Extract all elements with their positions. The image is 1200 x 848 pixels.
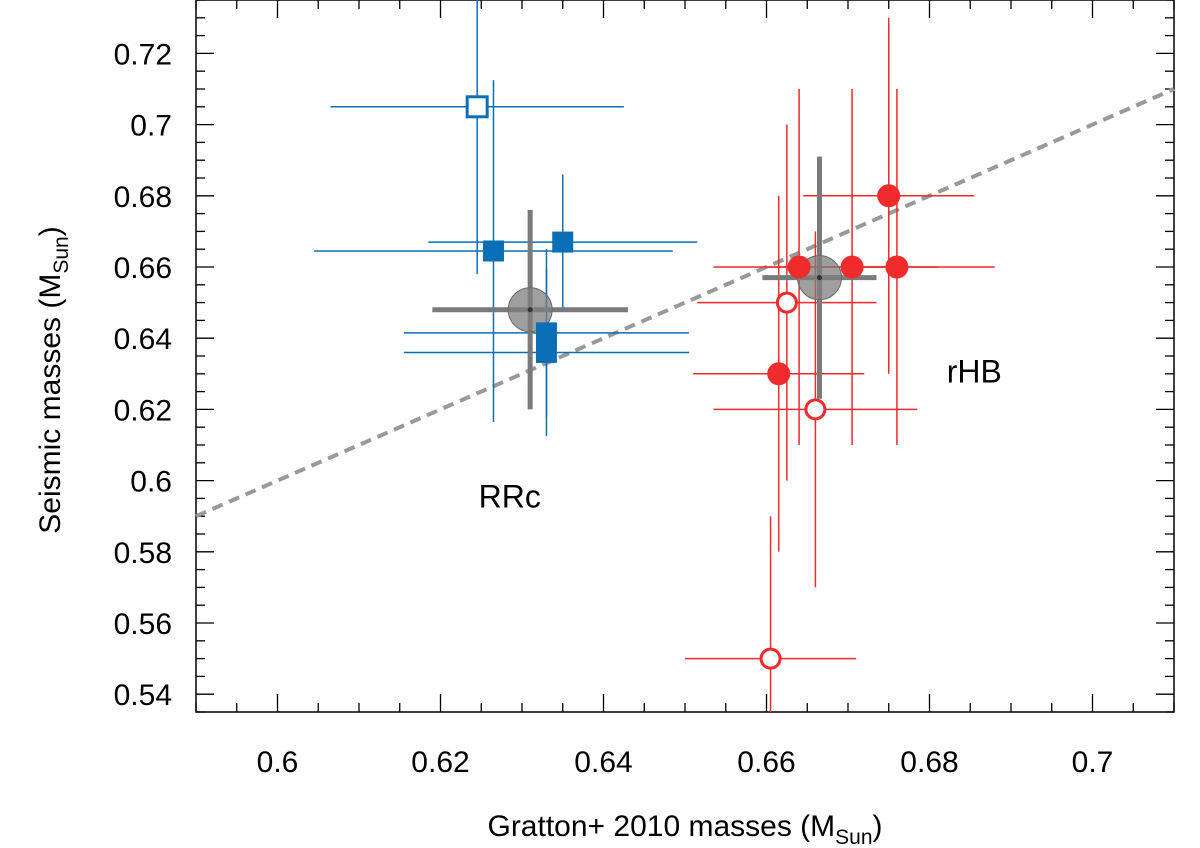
rrc-point xyxy=(535,341,557,363)
x-tick-label: 0.7 xyxy=(1072,746,1114,779)
mean-point-center xyxy=(527,307,533,313)
y-axis-title-close: ) xyxy=(34,226,67,236)
group-label-rrc: RRc xyxy=(479,478,541,514)
x-axis-title: Gratton+ 2010 masses (MSun) xyxy=(487,810,882,848)
rhb-point-open xyxy=(759,647,782,670)
rhb-point xyxy=(877,184,901,208)
group-label-rhb: rHB xyxy=(947,354,1002,390)
rhb-point-open xyxy=(804,398,827,421)
y-tick-label: 0.72 xyxy=(114,38,172,71)
x-tick-label: 0.6 xyxy=(257,746,299,779)
rhb-point xyxy=(767,362,791,386)
error-bars xyxy=(314,0,995,712)
y-axis-title-text: Seismic masses (M xyxy=(34,274,67,534)
y-axis-title-sub: Sun xyxy=(50,236,73,273)
y-tick-label: 0.7 xyxy=(130,110,172,143)
rrc-point xyxy=(482,240,504,262)
rhb-point xyxy=(787,255,811,279)
x-axis-title-text: Gratton+ 2010 masses (M xyxy=(487,810,835,843)
y-tick-label: 0.66 xyxy=(114,252,172,285)
rrc-point-open xyxy=(465,95,489,119)
mean-markers xyxy=(432,156,877,410)
one-to-one-line xyxy=(195,87,1175,519)
rhb-point-open xyxy=(775,291,798,314)
rrc-point xyxy=(535,322,557,344)
annotations: RRc rHB xyxy=(479,354,1002,515)
axis-ticks xyxy=(195,0,1175,713)
reference-line xyxy=(195,87,1175,519)
y-tick-label: 0.6 xyxy=(130,466,172,499)
y-tick-label: 0.58 xyxy=(114,537,172,570)
tick-labels: 0.6 0.62 0.64 0.66 0.68 0.7 0.54 0.56 0.58 0.6 0.6… xyxy=(114,38,1114,779)
y-tick-label: 0.68 xyxy=(114,181,172,214)
y-tick-label: 0.54 xyxy=(114,679,172,712)
x-tick-label: 0.62 xyxy=(411,746,469,779)
y-axis-title: Seismic masses (MSun) xyxy=(34,226,73,533)
rrc-point xyxy=(552,231,574,253)
x-tick-label: 0.66 xyxy=(737,746,795,779)
mean-point-center xyxy=(816,275,822,281)
x-axis-title-sub: Sun xyxy=(835,826,872,848)
y-tick-label: 0.56 xyxy=(114,608,172,641)
rhb-point xyxy=(885,255,909,279)
rhb-point xyxy=(840,255,864,279)
x-tick-label: 0.68 xyxy=(900,746,958,779)
x-tick-label: 0.64 xyxy=(574,746,632,779)
y-tick-label: 0.64 xyxy=(114,323,172,356)
x-axis-title-close: ) xyxy=(873,810,883,843)
y-tick-label: 0.62 xyxy=(114,394,172,427)
data-markers xyxy=(465,95,909,670)
